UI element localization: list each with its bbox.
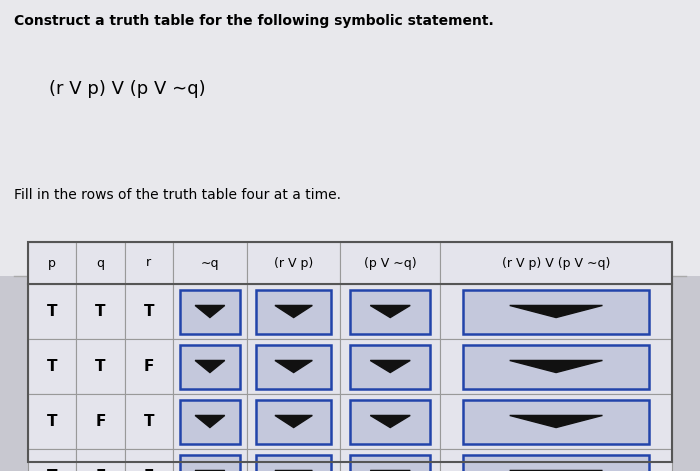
Text: F: F xyxy=(144,469,154,471)
Text: Construct a truth table for the following symbolic statement.: Construct a truth table for the followin… xyxy=(14,14,493,28)
Text: r: r xyxy=(146,257,151,269)
Text: T: T xyxy=(144,304,154,319)
Text: F: F xyxy=(144,359,154,374)
Text: T: T xyxy=(144,414,154,429)
Text: T: T xyxy=(47,414,57,429)
Text: (r V p): (r V p) xyxy=(274,257,314,269)
Text: T: T xyxy=(47,304,57,319)
Text: (r V p) V (p V ∼q): (r V p) V (p V ∼q) xyxy=(49,80,206,98)
Text: ∼q: ∼q xyxy=(201,257,219,269)
Text: T: T xyxy=(47,359,57,374)
Text: Fill in the rows of the truth table four at a time.: Fill in the rows of the truth table four… xyxy=(14,188,341,203)
Text: q: q xyxy=(97,257,104,269)
Text: p: p xyxy=(48,257,56,269)
Text: T: T xyxy=(95,304,106,319)
Text: T: T xyxy=(95,359,106,374)
Text: (p V ∼q): (p V ∼q) xyxy=(364,257,416,269)
Text: (r V p) V (p V ∼q): (r V p) V (p V ∼q) xyxy=(502,257,610,269)
Text: T: T xyxy=(47,469,57,471)
Text: F: F xyxy=(95,414,106,429)
Text: F: F xyxy=(95,469,106,471)
